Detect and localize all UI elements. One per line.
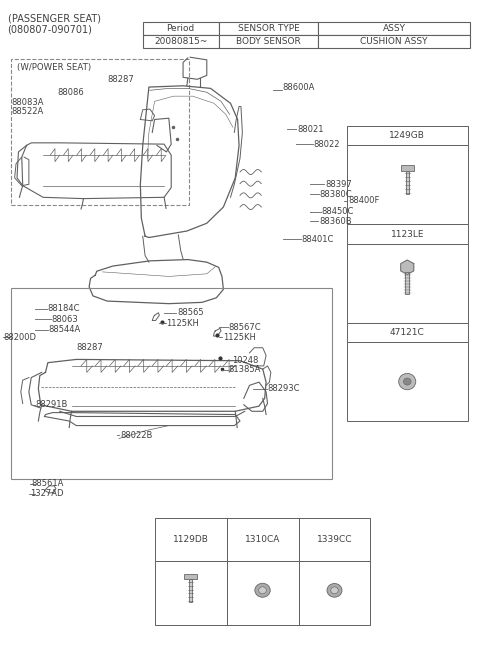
- Ellipse shape: [399, 373, 416, 390]
- Bar: [227, 561, 299, 625]
- Bar: [184, 574, 197, 579]
- Bar: [347, 224, 468, 244]
- Text: 88086: 88086: [57, 88, 84, 97]
- Text: 1123LE: 1123LE: [391, 230, 424, 239]
- Text: 1310CA: 1310CA: [245, 535, 280, 544]
- Bar: [227, 518, 299, 561]
- Bar: [219, 35, 318, 48]
- Text: 88022B: 88022B: [120, 431, 153, 439]
- Bar: [143, 22, 219, 35]
- Bar: [12, 288, 332, 479]
- Text: 88522A: 88522A: [12, 107, 44, 116]
- Ellipse shape: [331, 587, 338, 594]
- Text: BODY SENSOR: BODY SENSOR: [236, 37, 301, 46]
- Text: 88561A: 88561A: [31, 479, 64, 489]
- Bar: [143, 35, 219, 48]
- Text: 1129DB: 1129DB: [173, 535, 208, 544]
- Text: 88600A: 88600A: [283, 82, 315, 92]
- Text: 88544A: 88544A: [49, 325, 81, 334]
- Text: ASSY: ASSY: [383, 24, 406, 33]
- Bar: [299, 518, 371, 561]
- Text: 88287: 88287: [107, 75, 134, 84]
- Text: 20080815~: 20080815~: [154, 37, 207, 46]
- Bar: [406, 171, 409, 194]
- Bar: [347, 145, 468, 224]
- Text: 88022: 88022: [313, 140, 340, 148]
- Text: 88291B: 88291B: [35, 400, 67, 409]
- Text: 88287: 88287: [76, 343, 103, 353]
- Ellipse shape: [327, 583, 342, 597]
- Bar: [189, 579, 192, 602]
- Ellipse shape: [259, 587, 266, 594]
- Bar: [347, 126, 468, 145]
- Bar: [219, 22, 318, 35]
- Text: 1125KH: 1125KH: [223, 333, 256, 342]
- Bar: [12, 60, 189, 205]
- Text: 88063: 88063: [52, 315, 78, 324]
- Ellipse shape: [255, 583, 270, 597]
- Text: (W/POWER SEAT): (W/POWER SEAT): [17, 63, 91, 72]
- Text: 88565: 88565: [178, 308, 204, 317]
- Bar: [405, 272, 409, 294]
- Bar: [318, 22, 470, 35]
- Bar: [299, 561, 371, 625]
- Text: CUSHION ASSY: CUSHION ASSY: [360, 37, 428, 46]
- Text: 1339CC: 1339CC: [317, 535, 352, 544]
- Polygon shape: [401, 260, 414, 275]
- Text: 47121C: 47121C: [390, 328, 425, 337]
- Text: 88567C: 88567C: [228, 322, 261, 332]
- Text: 81385A: 81385A: [228, 366, 261, 374]
- Text: Period: Period: [167, 24, 195, 33]
- Ellipse shape: [403, 378, 411, 385]
- Text: (PASSENGER SEAT): (PASSENGER SEAT): [8, 14, 100, 24]
- Text: 88380C: 88380C: [320, 190, 352, 199]
- Text: 88021: 88021: [297, 125, 324, 133]
- Bar: [155, 518, 227, 561]
- Text: 88083A: 88083A: [12, 98, 44, 107]
- Text: 88200D: 88200D: [4, 333, 37, 342]
- Text: 88397: 88397: [325, 180, 352, 189]
- Text: 1327AD: 1327AD: [30, 489, 63, 498]
- Bar: [347, 322, 468, 342]
- Bar: [401, 165, 414, 171]
- Bar: [347, 342, 468, 421]
- Text: 1125KH: 1125KH: [167, 318, 199, 328]
- Text: 88401C: 88401C: [301, 235, 334, 244]
- Bar: [155, 561, 227, 625]
- Text: 10248: 10248: [232, 356, 259, 364]
- Text: SENSOR TYPE: SENSOR TYPE: [238, 24, 300, 33]
- Bar: [347, 244, 468, 322]
- Text: 88293C: 88293C: [267, 384, 300, 393]
- Bar: [318, 35, 470, 48]
- Text: 88450C: 88450C: [322, 207, 354, 216]
- Text: 88360B: 88360B: [319, 217, 352, 226]
- Text: (080807-090701): (080807-090701): [8, 24, 92, 34]
- Text: 1249GB: 1249GB: [389, 131, 425, 140]
- Text: 88184C: 88184C: [48, 304, 80, 313]
- Text: 88400F: 88400F: [348, 196, 380, 205]
